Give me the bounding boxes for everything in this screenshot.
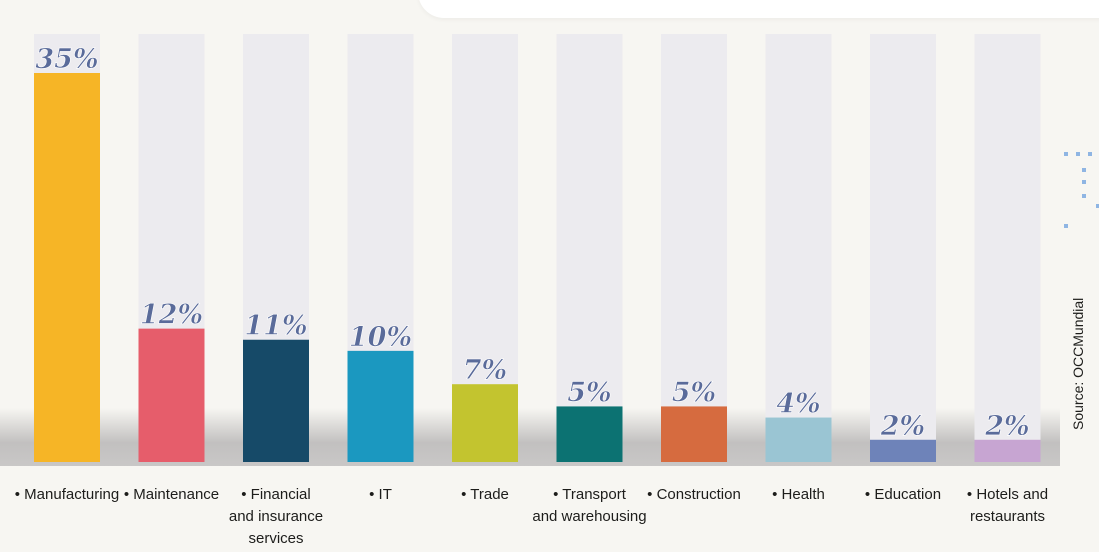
bar-track — [661, 34, 727, 462]
value-label: 12% — [140, 300, 203, 331]
value-label: 5% — [567, 377, 611, 408]
category-label: • Health — [772, 486, 825, 503]
bar-track — [974, 34, 1041, 462]
category-label: • IT — [369, 486, 392, 503]
category-label: • Trade — [461, 486, 509, 503]
value-label: 11% — [244, 311, 307, 342]
category-label: • Transport and warehousing — [532, 486, 647, 525]
bar — [765, 417, 832, 462]
bar — [347, 350, 414, 462]
category-label: • Hotels and restaurants — [966, 486, 1049, 525]
category-label: • Manufacturing — [14, 486, 120, 503]
value-label: 10% — [349, 322, 412, 353]
category-label: • Maintenance — [123, 486, 220, 503]
bar — [243, 339, 309, 462]
bar — [452, 384, 518, 462]
value-label: 5% — [672, 377, 716, 408]
value-label: 2% — [880, 411, 925, 442]
bar — [138, 328, 205, 462]
bar — [34, 73, 100, 462]
bar — [661, 406, 727, 462]
bar — [556, 406, 623, 462]
bar-track — [765, 34, 832, 462]
category-label: • Education — [864, 486, 942, 503]
top-decorative-card — [418, 0, 1099, 18]
value-label: 2% — [984, 411, 1029, 442]
bar-track — [870, 34, 936, 462]
value-label: 4% — [776, 389, 820, 420]
bar — [870, 439, 936, 462]
category-label: • Financial and insurance services — [228, 486, 324, 547]
category-label: • Construction — [647, 486, 741, 503]
bar — [974, 439, 1041, 462]
source-note: Source: OCCMundial — [1070, 297, 1086, 430]
bar-track — [556, 34, 623, 462]
value-label: 35% — [35, 44, 98, 75]
value-label: 7% — [463, 355, 507, 386]
